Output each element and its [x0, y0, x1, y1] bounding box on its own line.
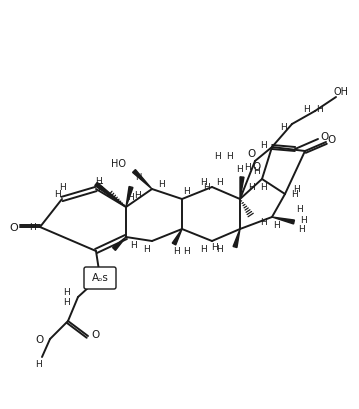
Text: H: H: [135, 173, 141, 182]
Text: H: H: [297, 205, 303, 214]
Text: H: H: [34, 360, 41, 369]
Text: H: H: [261, 218, 267, 227]
Text: H: H: [249, 183, 255, 192]
Text: H: H: [261, 183, 267, 192]
Text: H: H: [317, 104, 323, 113]
Text: O: O: [10, 222, 18, 232]
Polygon shape: [240, 178, 244, 200]
Text: H: H: [215, 152, 222, 161]
Text: H: H: [216, 178, 223, 187]
Text: H: H: [300, 216, 307, 225]
Text: O: O: [321, 132, 329, 142]
Text: H: H: [227, 152, 233, 161]
Text: OH: OH: [334, 87, 349, 97]
Text: Aₒs: Aₒs: [92, 272, 108, 282]
Text: H: H: [183, 247, 190, 256]
Polygon shape: [132, 170, 152, 189]
Text: H: H: [183, 187, 190, 196]
Text: H: H: [204, 183, 210, 192]
Text: O: O: [328, 135, 336, 145]
Polygon shape: [172, 229, 182, 245]
Text: O: O: [248, 148, 256, 159]
Text: H: H: [292, 190, 298, 199]
Polygon shape: [95, 183, 126, 207]
Text: H: H: [294, 185, 300, 194]
Text: H: H: [304, 104, 311, 113]
Text: H: H: [237, 165, 243, 174]
Text: H: H: [174, 247, 180, 256]
Text: H: H: [62, 298, 69, 307]
Text: H: H: [216, 245, 223, 254]
Text: H: H: [299, 225, 306, 234]
Text: H: H: [281, 123, 287, 132]
Text: H: H: [53, 190, 60, 199]
Text: H: H: [253, 167, 260, 176]
Text: H: H: [29, 223, 36, 232]
Text: O: O: [36, 334, 44, 344]
Text: H: H: [95, 177, 101, 186]
Text: H: H: [135, 191, 141, 200]
Text: H: H: [274, 221, 280, 230]
Text: H: H: [62, 288, 69, 297]
Text: H: H: [59, 183, 65, 192]
Text: H: H: [131, 241, 137, 250]
Text: H: H: [201, 245, 208, 254]
Text: H: H: [201, 178, 208, 187]
Text: H: H: [261, 140, 267, 149]
Text: F: F: [98, 182, 104, 193]
Text: H: H: [159, 180, 165, 189]
Text: O: O: [253, 162, 261, 172]
Polygon shape: [126, 187, 133, 207]
Text: HO: HO: [111, 159, 126, 169]
Polygon shape: [113, 237, 126, 251]
FancyBboxPatch shape: [84, 267, 116, 289]
Polygon shape: [272, 218, 294, 225]
Text: H: H: [144, 245, 150, 254]
Text: H: H: [244, 163, 251, 172]
Text: O: O: [91, 329, 99, 339]
Text: H: H: [128, 193, 134, 202]
Text: H: H: [211, 243, 218, 252]
Polygon shape: [233, 229, 240, 248]
